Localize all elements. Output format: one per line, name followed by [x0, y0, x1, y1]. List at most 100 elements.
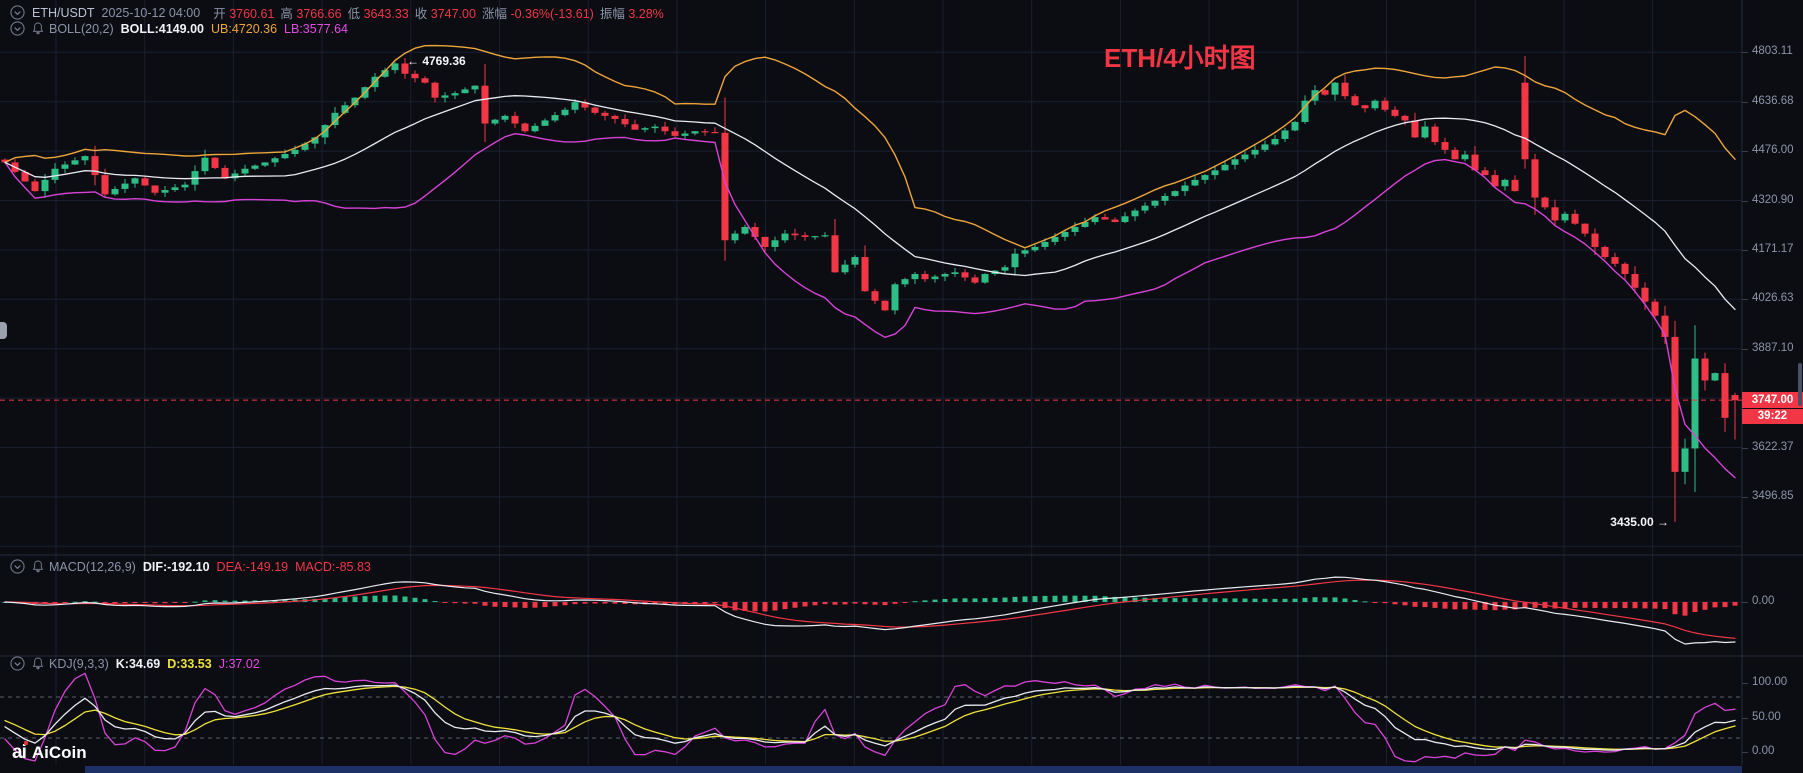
macd-histogram-bar — [862, 602, 868, 605]
ohlc-field-label: 涨幅 — [481, 7, 507, 21]
macd-histogram-bar — [762, 602, 768, 612]
macd-histogram-bar — [722, 602, 728, 609]
macd-histogram-bar — [1052, 595, 1058, 602]
candle-body — [621, 118, 629, 125]
candle-body — [781, 233, 789, 241]
macd-histogram-bar — [712, 602, 718, 604]
macd-histogram-bar — [392, 595, 398, 602]
macd-histogram-bar — [512, 602, 518, 608]
candle-body — [811, 236, 819, 238]
candle-body — [941, 274, 949, 277]
macd-histogram-bar — [1332, 597, 1338, 602]
macd-histogram-bar — [1702, 602, 1708, 610]
candle-body — [1551, 207, 1559, 221]
macd-histogram-bar — [1692, 602, 1698, 612]
axis-scrollbar-thumb[interactable] — [1798, 363, 1802, 406]
macd-histogram-bar — [1172, 598, 1178, 602]
macd-histogram-bar — [1022, 596, 1028, 602]
alert-bell-icon[interactable] — [32, 560, 44, 573]
macd-histogram-bar — [242, 600, 248, 602]
macd-histogram-bar — [582, 602, 588, 604]
macd-histogram-bar — [1422, 602, 1428, 608]
macd-histogram-bar — [142, 602, 148, 603]
candle-body — [1361, 105, 1369, 109]
macd-histogram-bar — [572, 602, 578, 605]
price-tick-label: 4026.63 — [1742, 292, 1794, 305]
macd-histogram-bar — [492, 602, 498, 607]
symbol-label: ETH/USDT — [32, 5, 95, 20]
macd-histogram-bar — [1132, 597, 1138, 602]
candle-body — [1611, 257, 1619, 264]
macd-histogram-bar — [772, 602, 778, 611]
macd-histogram-bar — [622, 602, 628, 604]
price-tick-label: 3887.10 — [1742, 341, 1794, 354]
candle-body — [1531, 159, 1539, 198]
collapse-chevron-icon[interactable] — [10, 5, 25, 20]
candle-body — [441, 95, 449, 98]
macd-histogram-bar — [1602, 602, 1608, 609]
macd-histogram-bar — [702, 602, 708, 604]
candle-body — [1631, 274, 1639, 288]
candle-body — [1231, 159, 1239, 165]
candle-body — [921, 274, 929, 280]
ohlc-field-label: 收 — [414, 7, 428, 21]
macd-histogram-bar — [1202, 598, 1208, 602]
macd-histogram-bar — [62, 602, 68, 603]
macd-histogram-bar — [1252, 598, 1258, 602]
macd-histogram-bar — [372, 595, 378, 602]
macd-histogram-bar — [1122, 597, 1128, 602]
timeline-scroll-bar[interactable] — [85, 766, 1742, 773]
alert-bell-icon[interactable] — [32, 657, 44, 670]
candle-body — [1001, 267, 1009, 271]
price-tick-label: 4320.90 — [1742, 193, 1794, 206]
candle-body — [1, 159, 9, 163]
candle-body — [1621, 263, 1629, 275]
macd-histogram-bar — [322, 598, 328, 602]
macd-histogram-bar — [1322, 597, 1328, 602]
macd-histogram-bar — [1622, 602, 1628, 609]
candle-body — [1711, 373, 1719, 381]
candle-body — [31, 181, 39, 192]
candle-body — [1381, 100, 1389, 110]
candle-body — [1121, 216, 1129, 223]
candle-body — [1421, 126, 1429, 138]
collapse-chevron-icon[interactable] — [10, 21, 25, 36]
macd-histogram-bar — [1722, 602, 1728, 608]
macd-name: MACD(12,26,9) — [49, 559, 136, 574]
macd-histogram-bar — [1642, 602, 1648, 609]
candle-body — [1101, 217, 1109, 220]
collapse-chevron-icon[interactable] — [10, 656, 25, 671]
aicoin-logo-icon: ai — [12, 741, 28, 763]
pane-resize-handle[interactable] — [0, 322, 7, 339]
ohlc-field-value: -0.36%(-13.61) — [506, 7, 594, 21]
candle-body — [211, 157, 219, 168]
candle-body — [511, 115, 519, 124]
candle-body — [681, 133, 689, 136]
candle-body — [401, 63, 409, 74]
candle-body — [391, 63, 399, 71]
candle-body — [1031, 246, 1039, 251]
macd-histogram-bar — [312, 598, 318, 602]
collapse-chevron-icon[interactable] — [10, 559, 25, 574]
macd-histogram-bar — [212, 600, 218, 602]
macd-histogram-bar — [362, 596, 368, 602]
candle-body — [741, 226, 749, 234]
macd-histogram-bar — [1362, 601, 1368, 603]
candle-body — [1701, 358, 1709, 381]
low-price-annotation: 3435.00 → — [1610, 514, 1669, 529]
macd-histogram-bar — [1162, 597, 1168, 602]
candle-body — [1481, 170, 1489, 176]
macd-histogram-bar — [602, 602, 608, 604]
alert-bell-icon[interactable] — [32, 22, 44, 35]
macd-histogram-bar — [752, 602, 758, 612]
kdj-d-line — [4, 685, 1736, 750]
candle-body — [1151, 200, 1159, 206]
macd-histogram-bar — [172, 602, 178, 603]
candle-body — [641, 128, 649, 130]
candle-body — [801, 235, 809, 237]
macd-histogram-bar — [562, 602, 568, 606]
candle-body — [131, 178, 139, 184]
candle-body — [721, 132, 729, 241]
